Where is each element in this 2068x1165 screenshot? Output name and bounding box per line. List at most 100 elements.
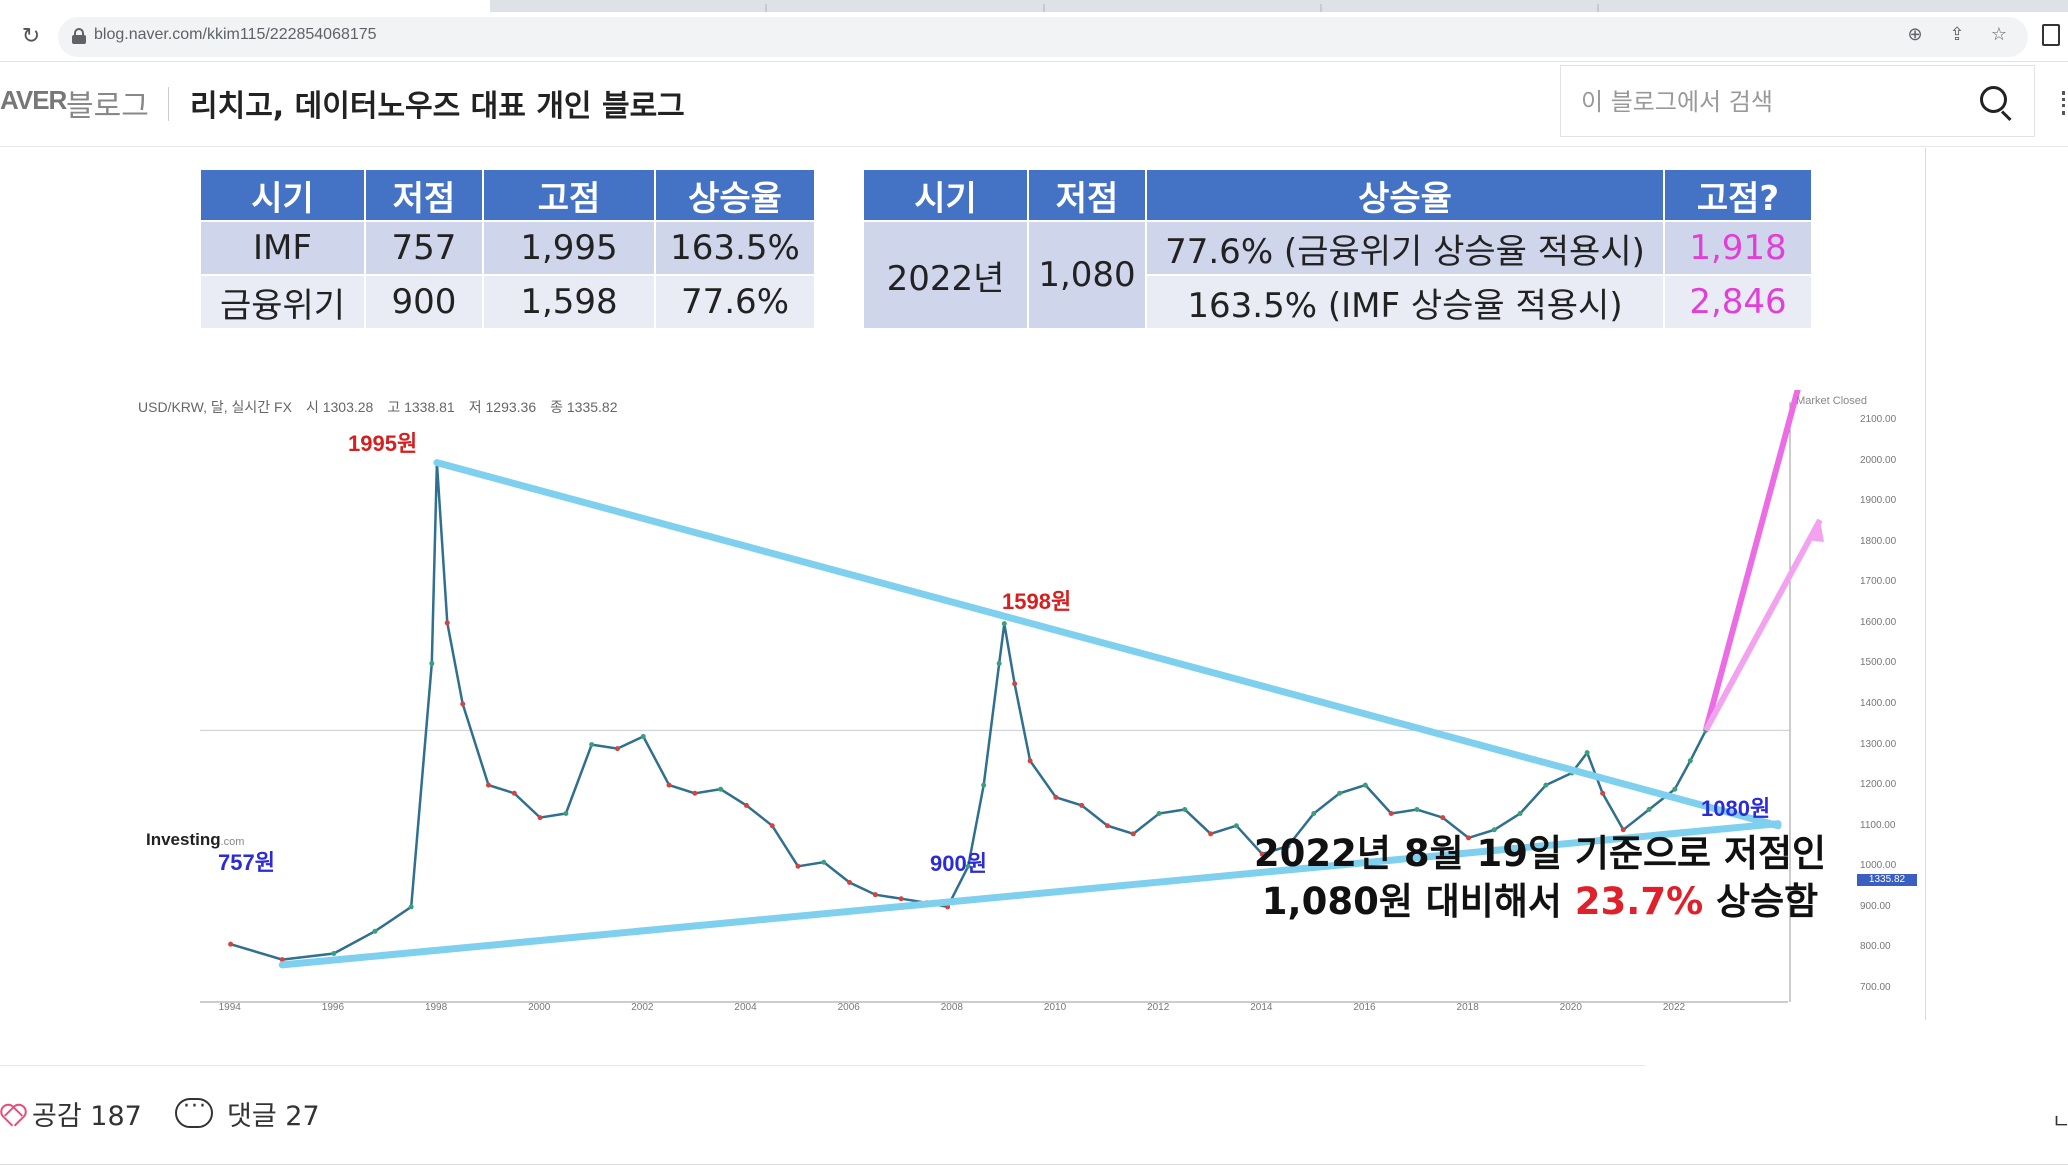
annotation-1995: 1995원 — [348, 431, 418, 456]
y-tick-label: 1000.00 — [1860, 860, 1897, 872]
chart-symbol: USD/KRW, 달, 실시간 FX — [138, 399, 292, 415]
blog-search-input[interactable] — [1581, 84, 1971, 120]
data-point — [1285, 843, 1291, 849]
data-point — [666, 782, 672, 788]
data-point — [444, 620, 450, 626]
like-button[interactable]: 공감 187 — [0, 1095, 142, 1132]
data-point — [1311, 811, 1317, 817]
data-point — [1208, 831, 1214, 837]
post-content: 시기 저점 고점 상승율 IMF 757 1,995 163.5% 금융위기 9… — [0, 148, 1925, 1018]
caption-pct: 23.7% — [1574, 880, 1704, 923]
comment-button[interactable]: 댓글 27 — [175, 1094, 320, 1132]
x-tick-label: 2016 — [1353, 1002, 1376, 1013]
data-point — [486, 782, 492, 788]
data-point — [1388, 811, 1394, 817]
trend-line-lower — [278, 820, 1782, 969]
y-tick-label: 700.00 — [1860, 982, 1891, 993]
data-point — [1079, 802, 1085, 808]
zoom-icon[interactable]: ⊕ — [1907, 24, 1923, 45]
side-panel-icon[interactable] — [2042, 24, 2060, 46]
data-point — [743, 802, 749, 808]
x-tick-label: 1998 — [424, 1002, 448, 1013]
x-tick-label: 1996 — [321, 1002, 345, 1013]
blog-header: AVER 블로그 리치고, 데이터노우즈 대표 개인 블로그 — [0, 63, 2068, 147]
data-point — [1620, 827, 1626, 833]
data-point — [511, 790, 517, 796]
caption-line-2: 1,080원 대비해서 23.7% 상승함 — [1220, 878, 1860, 926]
y-tick-label: 1800.00 — [1860, 535, 1897, 547]
x-tick-label: 2002 — [631, 1002, 654, 1013]
reload-icon[interactable]: ↻ — [21, 24, 41, 49]
table-cell: 2,846 — [1663, 274, 1813, 330]
x-tick-label: 2010 — [1043, 1002, 1067, 1013]
url-text[interactable]: blog.naver.com/kkim115/222854068175 — [94, 26, 377, 43]
logo-suffix: .com — [220, 836, 245, 848]
y-tick-label: 1100.00 — [1860, 819, 1896, 831]
data-point — [1104, 823, 1110, 829]
data-point — [769, 823, 775, 829]
naver-logo[interactable]: AVER — [0, 85, 67, 115]
data-point — [1182, 806, 1188, 812]
current-price-tag: 1335.82 — [1857, 874, 1917, 886]
logo-text: Investing — [146, 830, 221, 849]
data-point — [408, 904, 414, 910]
data-point — [1027, 758, 1033, 764]
usd-krw-chart: USD/KRW, 달, 실시간 FX 시 1303.28 고 1338.81 저… — [130, 390, 1925, 1020]
heart-icon[interactable] — [0, 1101, 24, 1125]
like-count[interactable]: 공감 187 — [32, 1100, 142, 1132]
comment-icon[interactable] — [175, 1094, 213, 1128]
data-point — [847, 880, 853, 886]
content-edge — [1925, 148, 1926, 1020]
projection-arrowhead — [1806, 520, 1824, 542]
tab-separator — [1320, 4, 1322, 12]
data-point — [1584, 750, 1590, 756]
data-point — [460, 701, 466, 707]
x-tick-label: 2008 — [940, 1002, 963, 1013]
data-point — [692, 790, 698, 796]
y-tick-label: 2100.00 — [1860, 414, 1897, 425]
blog-title[interactable]: 리치고, 데이터노우즈 대표 개인 블로그 — [190, 89, 685, 124]
caption-post: 상승함 — [1703, 880, 1819, 923]
data-point — [589, 742, 595, 748]
data-point — [1543, 782, 1549, 788]
comment-count[interactable]: 댓글 27 — [227, 1100, 320, 1132]
address-bar[interactable]: blog.naver.com/kkim115/222854068175 ⊕ ⇪ … — [58, 17, 2028, 57]
blog-search-box[interactable] — [1560, 65, 2035, 137]
table-row: IMF 757 1,995 163.5% — [199, 220, 816, 276]
data-point — [795, 863, 801, 869]
y-tick-label: 1500.00 — [1860, 657, 1897, 669]
table-cell: 77.6% — [654, 274, 816, 330]
data-point — [1672, 786, 1678, 792]
search-icon[interactable] — [1980, 86, 2014, 122]
annotation-1598: 1598원 — [1002, 589, 1072, 614]
table-cell: 163.5% (IMF 상승율 적용시) — [1145, 274, 1665, 330]
table-header: 상승율 — [1145, 168, 1665, 222]
data-point — [1466, 835, 1472, 841]
table-header: 저점 — [1027, 168, 1147, 222]
lock-icon[interactable] — [72, 28, 86, 44]
data-point — [279, 957, 285, 963]
tab-separator — [1597, 4, 1599, 12]
data-point — [1001, 621, 1007, 627]
y-tick-label: 1900.00 — [1860, 495, 1897, 507]
share-icon[interactable]: ⇪ — [1949, 24, 1965, 45]
data-point — [1053, 794, 1059, 800]
x-tick-label: 2018 — [1456, 1002, 1479, 1013]
data-point — [1337, 790, 1343, 796]
star-icon[interactable]: ☆ — [1990, 24, 2008, 45]
data-point — [1646, 806, 1652, 812]
blog-home-link[interactable]: 블로그 — [66, 89, 149, 124]
footer-right-text[interactable]: ㄴ — [2052, 1109, 2068, 1133]
data-point — [981, 782, 987, 788]
more-menu-icon[interactable] — [2062, 91, 2068, 115]
data-point — [429, 660, 435, 666]
active-tab[interactable] — [0, 0, 490, 12]
data-point — [228, 941, 234, 947]
table-header: 상승율 — [654, 168, 816, 222]
caption-line-1: 2022년 8월 19일 기준으로 저점인 — [1253, 832, 1827, 875]
chart-header: USD/KRW, 달, 실시간 FX 시 1303.28 고 1338.81 저… — [138, 397, 618, 417]
chart-caption: 2022년 8월 19일 기준으로 저점인 1,080원 대비해서 23.7% … — [1220, 830, 1860, 926]
table-cell: 1,918 — [1663, 220, 1813, 276]
data-point — [965, 863, 971, 869]
annotation-757: 757원 — [218, 850, 275, 875]
